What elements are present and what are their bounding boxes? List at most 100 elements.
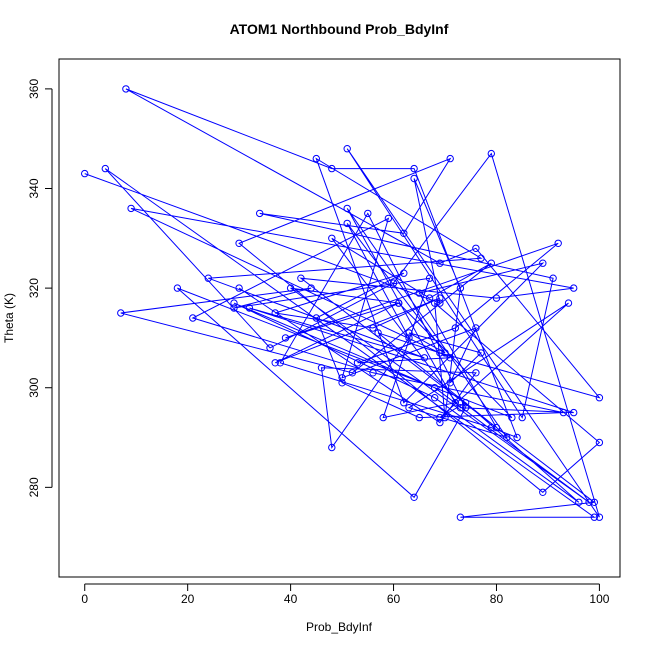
data-point: [415, 413, 423, 422]
data-point: [492, 423, 501, 432]
data-point: [127, 204, 135, 213]
data-point: [513, 433, 521, 442]
y-tick-label: 360: [27, 79, 41, 99]
data-point: [266, 344, 274, 352]
data-point: [405, 404, 413, 412]
x-tick-label: 80: [490, 592, 504, 606]
data-point: [503, 433, 511, 442]
data-point: [81, 169, 89, 178]
y-axis-label: Theta (K): [2, 293, 16, 343]
data-point: [446, 354, 454, 362]
data-point: [410, 174, 418, 183]
x-axis-label: Prob_BdyInf: [306, 620, 373, 634]
data-point: [436, 349, 444, 357]
data-point: [590, 498, 598, 506]
data-point: [456, 284, 465, 292]
data-point: [446, 379, 454, 387]
data-point: [400, 399, 408, 407]
data-point: [271, 359, 279, 367]
data-point: [431, 394, 439, 402]
data-point: [328, 164, 336, 173]
data-point: [328, 443, 336, 452]
series-line: [84, 88, 601, 518]
data-point: [477, 254, 485, 262]
data-point: [369, 369, 377, 377]
data-point: [117, 309, 125, 317]
data-point: [286, 284, 295, 292]
data-point: [472, 244, 480, 253]
data-point: [441, 349, 449, 357]
data-point: [400, 229, 408, 238]
data-point: [173, 284, 182, 292]
data-point: [431, 384, 439, 392]
data-point: [369, 324, 377, 332]
data-point: [472, 369, 480, 377]
data-point: [508, 413, 516, 422]
y-tick-label: 320: [27, 278, 41, 298]
data-point: [384, 214, 393, 223]
data-point: [436, 413, 444, 422]
chart-title: ATOM1 Northbound Prob_BdyInf: [230, 21, 449, 37]
x-tick-label: 100: [589, 592, 609, 606]
data-point: [436, 299, 444, 307]
data-point: [518, 413, 526, 422]
data-point: [343, 219, 351, 228]
data-point: [487, 149, 495, 158]
data-point: [230, 304, 238, 312]
y-tick-label: 280: [27, 477, 41, 497]
data-point: [230, 299, 238, 307]
x-tick-label: 0: [81, 592, 88, 606]
data-point: [425, 294, 434, 302]
data-point: [338, 374, 346, 382]
data-point: [348, 369, 357, 377]
data-point: [436, 418, 444, 427]
data-point: [461, 404, 470, 412]
plot-series: [81, 85, 604, 521]
data-point: [436, 294, 444, 302]
x-tick-label: 20: [181, 592, 195, 606]
data-point: [374, 329, 382, 337]
data-point: [235, 284, 243, 292]
data-point: [539, 488, 547, 496]
x-axis: 0 20 40 60 80 100: [81, 583, 610, 606]
data-point: [338, 379, 346, 387]
data-point: [492, 294, 501, 302]
data-point: [595, 513, 604, 521]
data-point: [122, 85, 130, 93]
plot-frame: [58, 58, 621, 578]
data-point: [456, 404, 465, 412]
data-point: [487, 259, 495, 267]
data-point: [379, 413, 387, 422]
data-point: [431, 299, 439, 307]
data-point: [271, 309, 279, 317]
y-axis: 280 300 320 340 360: [27, 79, 53, 497]
data-point: [446, 154, 454, 163]
y-tick-label: 340: [27, 178, 41, 198]
data-point: [425, 274, 434, 282]
data-point: [343, 204, 351, 213]
data-point: [204, 274, 213, 282]
data-point: [276, 359, 284, 367]
data-point: [472, 324, 480, 332]
data-point: [405, 329, 413, 337]
data-point: [189, 314, 197, 322]
data-point: [312, 154, 320, 163]
data-point: [554, 239, 562, 248]
data-point: [456, 513, 465, 521]
data-point: [585, 498, 593, 506]
data-point: [420, 354, 429, 362]
data-point: [410, 164, 418, 173]
data-point: [245, 304, 254, 312]
x-tick-label: 40: [284, 592, 298, 606]
data-point: [539, 259, 547, 267]
data-point: [256, 209, 264, 218]
data-point: [415, 289, 423, 297]
x-tick-label: 60: [387, 592, 401, 606]
data-point: [559, 408, 568, 417]
data-point: [549, 274, 557, 282]
data-point: [405, 334, 413, 342]
data-point: [317, 364, 326, 372]
data-point: [451, 399, 459, 407]
data-point: [297, 274, 305, 282]
